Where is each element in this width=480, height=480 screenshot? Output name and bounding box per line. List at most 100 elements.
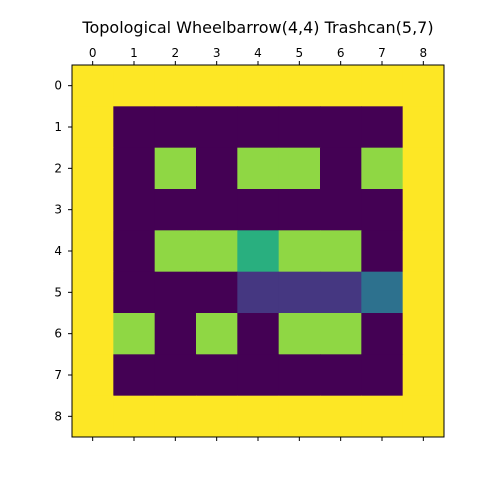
heatmap-cell-r7-c0 <box>72 354 114 397</box>
x-tick-label: 6 <box>337 46 345 60</box>
heatmap-cell-r2-c7 <box>361 147 404 190</box>
heatmap-cell-r5-c5 <box>278 271 321 314</box>
heatmap-cell-r8-c1 <box>113 395 156 438</box>
heatmap-cell-r5-c3 <box>196 271 238 314</box>
y-tick-label: 0 <box>54 79 62 93</box>
heatmap-cell-r6-c2 <box>154 313 197 355</box>
heatmap-cell-r8-c3 <box>196 395 238 438</box>
heatmap-cell-r5-c2 <box>154 271 197 314</box>
heatmap-cell-r1-c1 <box>113 106 156 149</box>
y-tick-label: 1 <box>54 120 62 134</box>
heatmap-cell-r3-c1 <box>113 189 156 231</box>
heatmap-cell-r7-c5 <box>278 354 321 397</box>
heatmap-cell-r8-c8 <box>402 395 445 438</box>
y-tick-label: 5 <box>54 285 62 299</box>
heatmap-cell-r1-c6 <box>320 106 362 149</box>
y-tick-label: 7 <box>54 368 62 382</box>
heatmap-cell-r2-c4 <box>237 147 280 190</box>
heatmap-cell-r0-c2 <box>154 65 197 107</box>
heatmap-cell-r1-c8 <box>402 106 445 149</box>
heatmap-cell-r4-c1 <box>113 230 156 273</box>
y-tick-label: 2 <box>54 161 62 175</box>
heatmap-cell-r4-c6 <box>320 230 362 273</box>
heatmap-cell-r4-c7 <box>361 230 404 273</box>
heatmap-cell-r8-c5 <box>278 395 321 438</box>
heatmap-cell-r7-c8 <box>402 354 445 397</box>
heatmap-cell-r1-c2 <box>154 106 197 149</box>
y-tick-label: 3 <box>54 203 62 217</box>
heatmap-cell-r3-c0 <box>72 189 114 231</box>
heatmap-cell-r4-c4 <box>237 230 280 273</box>
heatmap-cell-r5-c4 <box>237 271 280 314</box>
x-tick-label: 7 <box>378 46 386 60</box>
heatmap-cell-r2-c2 <box>154 147 197 190</box>
heatmap-cell-r6-c6 <box>320 313 362 355</box>
y-axis-ticks: 0 1 2 3 4 5 6 7 8 <box>54 79 72 423</box>
x-tick-label: 2 <box>172 46 180 60</box>
heatmap-cell-r5-c1 <box>113 271 156 314</box>
heatmap-cell-r6-c1 <box>113 313 156 355</box>
heatmap-cell-r7-c7 <box>361 354 404 397</box>
heatmap-cell-r5-c8 <box>402 271 445 314</box>
plot-frame <box>71 64 445 438</box>
x-tick-label: 5 <box>296 46 304 60</box>
heatmap-cell-r7-c1 <box>113 354 156 397</box>
heatmap-cell-r4-c3 <box>196 230 238 273</box>
x-tick-label: 0 <box>89 46 97 60</box>
heatmap-cell-r6-c4 <box>237 313 280 355</box>
heatmap-cell-r0-c5 <box>278 65 321 107</box>
heatmap-cell-r4-c2 <box>154 230 197 273</box>
x-tick-label: 4 <box>254 46 262 60</box>
heatmap-cell-r0-c3 <box>196 65 238 107</box>
y-tick-label: 4 <box>54 244 62 258</box>
heatmap-cell-r0-c7 <box>361 65 404 107</box>
heatmap-cell-r1-c5 <box>278 106 321 149</box>
heatmap-cell-r6-c5 <box>278 313 321 355</box>
heatmap-cell-r0-c4 <box>237 65 280 107</box>
x-tick-label: 3 <box>213 46 221 60</box>
heatmap-cell-r5-c0 <box>72 271 114 314</box>
heatmap-cell-r0-c0 <box>72 65 114 107</box>
heatmap-cells <box>72 65 445 438</box>
heatmap-cell-r6-c7 <box>361 313 404 355</box>
heatmap-cell-r1-c4 <box>237 106 280 149</box>
x-tick-label: 1 <box>130 46 138 60</box>
heatmap-cell-r4-c0 <box>72 230 114 273</box>
heatmap-cell-r2-c3 <box>196 147 238 190</box>
heatmap-cell-r2-c5 <box>278 147 321 190</box>
heatmap-cell-r0-c8 <box>402 65 445 107</box>
heatmap-cell-r5-c6 <box>320 271 362 314</box>
heatmap-cell-r7-c2 <box>154 354 197 397</box>
heatmap-cell-r0-c1 <box>113 65 156 107</box>
heatmap-cell-r7-c3 <box>196 354 238 397</box>
heatmap-cell-r3-c4 <box>237 189 280 231</box>
heatmap-cell-r2-c1 <box>113 147 156 190</box>
heatmap-cell-r1-c0 <box>72 106 114 149</box>
heatmap-cell-r6-c0 <box>72 313 114 355</box>
heatmap-cell-r8-c7 <box>361 395 404 438</box>
y-tick-label: 8 <box>54 409 62 423</box>
chart-title: Topological Wheelbarrow(4,4) Trashcan(5,… <box>81 18 433 37</box>
heatmap-cell-r6-c3 <box>196 313 238 355</box>
heatmap-cell-r1-c7 <box>361 106 404 149</box>
heatmap-cell-r3-c6 <box>320 189 362 231</box>
heatmap-cell-r8-c2 <box>154 395 197 438</box>
y-tick-label: 6 <box>54 327 62 341</box>
heatmap-cell-r8-c4 <box>237 395 280 438</box>
heatmap-cell-r7-c6 <box>320 354 362 397</box>
heatmap-cell-r1-c3 <box>196 106 238 149</box>
heatmap-cell-r2-c8 <box>402 147 445 190</box>
heatmap-cell-r3-c5 <box>278 189 321 231</box>
heatmap-cell-r2-c6 <box>320 147 362 190</box>
x-tick-label: 8 <box>420 46 428 60</box>
heatmap-cell-r3-c2 <box>154 189 197 231</box>
heatmap-cell-r3-c3 <box>196 189 238 231</box>
heatmap-cell-r3-c7 <box>361 189 404 231</box>
heatmap-cell-r8-c0 <box>72 395 114 438</box>
heatmap-cell-r2-c0 <box>72 147 114 190</box>
heatmap-cell-r0-c6 <box>320 65 362 107</box>
heatmap-cell-r7-c4 <box>237 354 280 397</box>
heatmap-cell-r3-c8 <box>402 189 445 231</box>
heatmap-cell-r5-c7 <box>361 271 404 314</box>
